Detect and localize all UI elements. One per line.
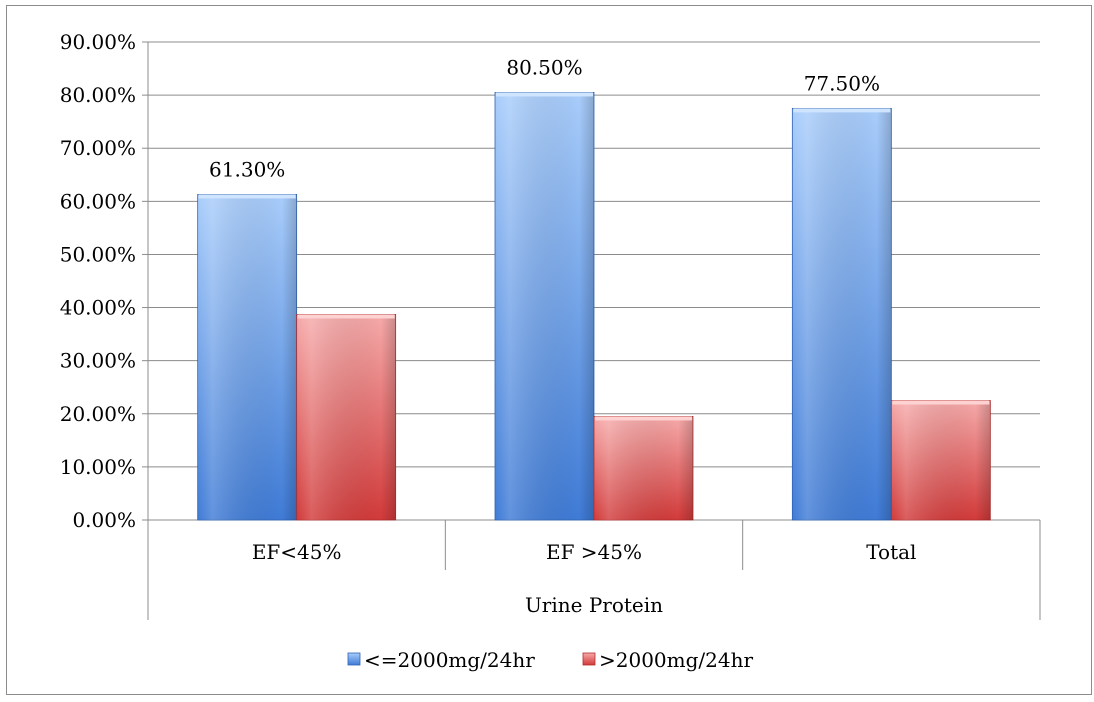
bar-shading (891, 400, 991, 520)
x-category-label: EF >45% (546, 540, 642, 564)
data-label: 80.50% (506, 55, 582, 79)
bar-shading (197, 194, 297, 520)
bar-shading (296, 314, 396, 520)
y-tick-label: 90.00% (60, 30, 136, 54)
x-category-label: Total (866, 540, 916, 564)
bar-top-cap (198, 194, 296, 199)
legend-swatch (582, 652, 596, 666)
x-category-label: EF<45% (252, 540, 342, 564)
y-tick-label: 0.00% (72, 508, 136, 532)
legend-label: >2000mg/24hr (599, 648, 753, 672)
x-axis-title: Urine Protein (525, 593, 663, 617)
bar-shading (792, 108, 892, 520)
y-tick-label: 10.00% (60, 455, 136, 479)
y-tick-label: 30.00% (60, 349, 136, 373)
legend: <=2000mg/24hr >2000mg/24hr (347, 648, 753, 672)
legend-label: <=2000mg/24hr (364, 648, 535, 672)
y-tick-label: 60.00% (60, 189, 136, 213)
legend-swatch (347, 652, 361, 666)
data-label: 61.30% (209, 157, 285, 181)
data-label: 77.50% (804, 71, 880, 95)
bar-top-cap (297, 314, 395, 319)
labels: 0.00% 10.00% 20.00% 30.00% 40.00% 50.00% 60.00… (60, 30, 917, 617)
bar-top-cap (595, 416, 692, 421)
y-tick-label: 50.00% (60, 242, 136, 266)
y-tick-label: 20.00% (60, 402, 136, 426)
y-tick-label: 40.00% (60, 296, 136, 320)
bar-top-cap (496, 92, 593, 97)
bars (197, 92, 991, 521)
bar-shading (495, 92, 594, 520)
bar-top-cap (793, 108, 891, 113)
bar-shading (594, 416, 693, 520)
y-tick-label: 80.00% (60, 83, 136, 107)
y-tick-label: 70.00% (60, 136, 136, 160)
bar-top-cap (892, 400, 990, 405)
